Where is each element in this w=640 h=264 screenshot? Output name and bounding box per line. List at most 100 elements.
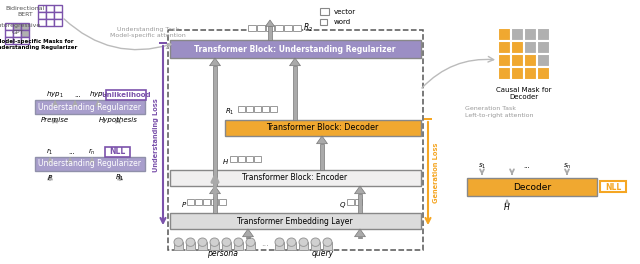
Bar	[319, 144, 324, 170]
Bar	[38, 12, 46, 19]
Text: Model-specific attention: Model-specific attention	[110, 34, 186, 39]
Bar	[511, 67, 524, 80]
Ellipse shape	[275, 238, 284, 246]
Ellipse shape	[210, 238, 219, 246]
Bar	[293, 25, 301, 31]
Text: $R_1$: $R_1$	[225, 107, 235, 117]
Text: NLL: NLL	[109, 148, 125, 157]
Text: Generation Task: Generation Task	[465, 106, 516, 111]
Bar	[195, 199, 202, 205]
Text: Unlikelihood: Unlikelihood	[101, 92, 151, 98]
Bar	[246, 106, 253, 112]
Bar	[287, 242, 296, 250]
Bar	[524, 28, 537, 41]
Ellipse shape	[299, 238, 308, 246]
Bar	[54, 12, 62, 19]
Ellipse shape	[234, 238, 243, 246]
Polygon shape	[289, 58, 301, 66]
Bar	[46, 5, 54, 12]
Text: ...: ...	[524, 163, 531, 169]
Bar	[230, 156, 237, 162]
Bar	[424, 118, 432, 120]
Bar	[238, 156, 245, 162]
Polygon shape	[243, 229, 253, 237]
Text: GPT: GPT	[12, 30, 24, 35]
Text: Premise: Premise	[41, 117, 69, 123]
Bar	[13, 37, 21, 44]
Polygon shape	[355, 229, 365, 237]
Bar	[511, 41, 524, 54]
Bar	[246, 242, 255, 250]
Bar	[498, 54, 511, 67]
Bar	[159, 42, 167, 44]
Bar	[355, 199, 362, 205]
Bar	[323, 242, 332, 250]
Bar	[212, 66, 218, 186]
Ellipse shape	[246, 238, 255, 246]
Bar	[186, 242, 195, 250]
Bar	[600, 181, 626, 192]
Text: P: P	[48, 175, 52, 181]
Bar	[106, 90, 146, 100]
Bar	[299, 242, 308, 250]
Text: persona: persona	[207, 249, 237, 258]
Bar	[238, 106, 245, 112]
Text: Autoregressive: Autoregressive	[0, 23, 42, 29]
Bar	[187, 199, 194, 205]
Text: $r_n$: $r_n$	[88, 147, 96, 157]
Bar	[347, 199, 354, 205]
Bar	[170, 213, 421, 229]
Bar	[168, 30, 423, 250]
Bar	[21, 30, 29, 37]
Text: Causal Mask for: Causal Mask for	[496, 87, 552, 93]
Ellipse shape	[222, 238, 231, 246]
Bar	[21, 37, 29, 44]
Text: Transformer Block: Understanding Regularizer: Transformer Block: Understanding Regular…	[195, 45, 396, 54]
Bar	[292, 66, 298, 120]
Bar	[219, 199, 226, 205]
Bar	[5, 30, 13, 37]
Bar	[225, 120, 421, 136]
Text: $r_1$: $r_1$	[46, 147, 54, 157]
Text: word: word	[334, 19, 351, 25]
Text: $hyp_1$: $hyp_1$	[46, 90, 64, 100]
Bar	[524, 54, 537, 67]
Bar	[38, 19, 46, 26]
Bar	[254, 156, 261, 162]
Bar	[467, 178, 597, 196]
Bar	[198, 242, 207, 250]
Text: Transformer Block: Encoder: Transformer Block: Encoder	[243, 173, 348, 182]
Polygon shape	[355, 186, 365, 194]
Bar	[222, 242, 231, 250]
Ellipse shape	[174, 238, 183, 246]
Bar	[537, 54, 550, 67]
Bar	[320, 8, 329, 15]
Polygon shape	[209, 186, 221, 194]
Text: Hypothesis: Hypothesis	[99, 117, 138, 123]
Bar	[524, 41, 537, 54]
Bar	[5, 23, 13, 30]
Text: ...: ...	[68, 149, 76, 155]
Ellipse shape	[198, 238, 207, 246]
Text: ...: ...	[261, 239, 269, 248]
Text: Transformer Embedding Layer: Transformer Embedding Layer	[237, 216, 353, 225]
Bar	[270, 106, 277, 112]
Text: Left-to-right attention: Left-to-right attention	[465, 112, 534, 117]
Polygon shape	[266, 20, 275, 26]
Bar	[174, 242, 183, 250]
Ellipse shape	[311, 238, 320, 246]
Text: BERT: BERT	[17, 12, 33, 16]
Bar	[54, 19, 62, 26]
Bar	[537, 67, 550, 80]
Bar	[257, 25, 265, 31]
Bar	[268, 26, 272, 40]
Bar	[13, 23, 21, 30]
Bar	[284, 25, 292, 31]
Bar	[35, 157, 145, 171]
Text: Bidirectional: Bidirectional	[5, 6, 45, 11]
Bar	[21, 23, 29, 30]
Ellipse shape	[323, 238, 332, 246]
Bar	[46, 12, 54, 19]
Text: Q: Q	[339, 202, 345, 208]
Bar	[358, 237, 362, 238]
